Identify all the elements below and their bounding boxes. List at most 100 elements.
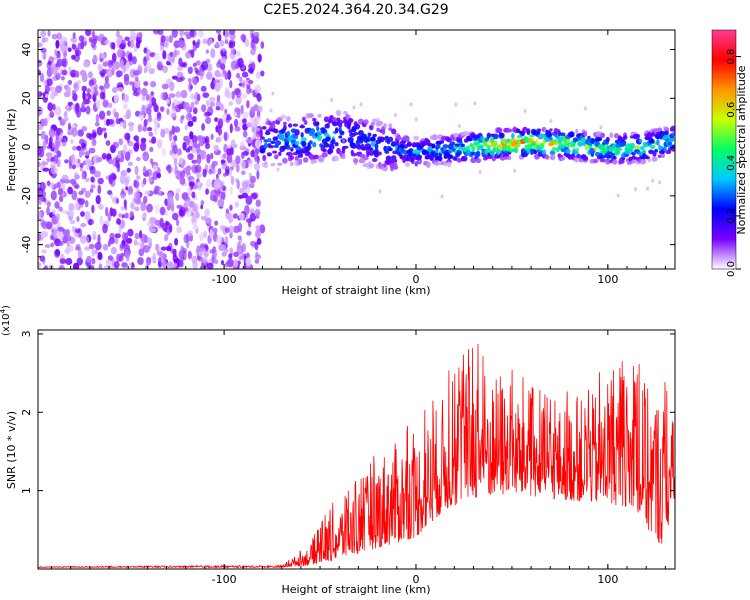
snr-panel: -100 0 100 1 2 3 (x104) Height of straight l… bbox=[0, 305, 676, 596]
snr-y-multiplier: (x104) bbox=[0, 305, 12, 336]
spectrogram-cell bbox=[270, 162, 276, 167]
spectrogram-cell bbox=[502, 138, 507, 145]
spectrogram-cell bbox=[577, 142, 584, 147]
spectrogram-cell bbox=[41, 249, 47, 254]
spectrogram-cell bbox=[373, 151, 380, 158]
spectrogram-cell bbox=[200, 200, 205, 206]
spectrogram-cell bbox=[303, 157, 309, 163]
spectrogram-cell bbox=[147, 127, 153, 132]
spectrogram-cell bbox=[162, 222, 167, 231]
spectrogram-cell bbox=[167, 195, 174, 206]
spectrogram-cell bbox=[235, 95, 242, 105]
spectrogram-cell bbox=[79, 162, 84, 168]
spectrogram-cell bbox=[620, 142, 627, 147]
spectrogram-cell bbox=[332, 121, 338, 127]
spectrogram-cell bbox=[113, 94, 120, 104]
spectrogram-cell bbox=[110, 246, 117, 255]
spectrogram-cell bbox=[204, 143, 211, 150]
snr-y-label: SNR (10 * v/v) bbox=[5, 411, 18, 489]
spectrogram-cell bbox=[250, 48, 256, 56]
spectrogram-cell bbox=[202, 168, 207, 178]
spectrogram-cell bbox=[84, 211, 91, 221]
spectrogram-cell bbox=[216, 136, 222, 143]
spectrogram-cell bbox=[177, 66, 184, 71]
spectrogram-cell bbox=[435, 140, 442, 146]
spectrogram-cell bbox=[38, 212, 43, 218]
spectrogram-cell bbox=[96, 156, 103, 163]
spectrogram-cell bbox=[125, 254, 130, 262]
spectrogram-cell bbox=[47, 102, 54, 112]
spectrogram-cell bbox=[372, 133, 377, 138]
spectrogram-cell bbox=[217, 127, 223, 136]
spectrogram-cell bbox=[251, 33, 255, 42]
spectrogram-cell bbox=[97, 37, 103, 42]
spectrogram-cell bbox=[217, 168, 222, 175]
spectrogram-cell bbox=[323, 142, 330, 148]
spectrogram-cell bbox=[274, 140, 282, 146]
spectrogram-cell bbox=[576, 153, 581, 159]
spectrogram-cell bbox=[55, 72, 61, 81]
spectrogram-cell bbox=[44, 264, 48, 269]
spectrogram-cell bbox=[265, 129, 270, 133]
spectrogram-cell bbox=[224, 248, 229, 253]
spectrogram-cell bbox=[229, 123, 233, 134]
spectrogram-cell bbox=[329, 149, 334, 153]
spectrogram-cell bbox=[176, 127, 180, 133]
spectrogram-cell bbox=[66, 242, 70, 247]
spectrogram-cell bbox=[269, 108, 273, 113]
spectrogram-cell bbox=[131, 33, 138, 38]
spectrogram-cell bbox=[343, 110, 348, 115]
spectrogram-cell bbox=[209, 101, 215, 108]
spectrogram-cell bbox=[254, 84, 261, 94]
spectrogram-cell bbox=[100, 72, 105, 78]
spectrogram-cell bbox=[58, 240, 64, 246]
spectrogram-cell bbox=[95, 99, 101, 110]
spectrogram-cell bbox=[169, 51, 174, 58]
spectrogram-cell bbox=[286, 144, 291, 150]
spectrogram-cell bbox=[46, 114, 51, 123]
spectrogram-y-tick-label: -40 bbox=[20, 236, 33, 254]
spectrogram-cell bbox=[146, 221, 151, 227]
spectrogram-cell bbox=[183, 234, 189, 244]
spectrogram-cell bbox=[612, 156, 617, 160]
spectrogram-cell bbox=[156, 112, 162, 122]
spectrogram-cell bbox=[109, 232, 115, 240]
spectrogram-cell bbox=[56, 150, 62, 158]
spectrogram-cell bbox=[311, 159, 318, 164]
spectrogram-cell bbox=[40, 218, 45, 228]
spectrogram-cell bbox=[112, 174, 117, 180]
spectrogram-cell bbox=[44, 244, 51, 248]
spectrogram-cell bbox=[92, 230, 97, 240]
spectrogram-cell bbox=[53, 229, 60, 238]
spectrogram-cell bbox=[195, 60, 201, 66]
spectrogram-cell bbox=[436, 144, 441, 149]
spectrogram-cell bbox=[157, 64, 164, 71]
spectrogram-cell bbox=[513, 168, 517, 173]
spectrogram-cell bbox=[228, 41, 236, 49]
spectrogram-cell bbox=[162, 65, 169, 74]
spectrogram-cell bbox=[117, 87, 124, 92]
spectrogram-cell bbox=[201, 123, 206, 131]
spectrogram-cell bbox=[642, 159, 646, 164]
spectrogram-cell bbox=[247, 67, 254, 74]
spectrogram-cell bbox=[148, 131, 153, 137]
spectrogram-cell bbox=[663, 133, 670, 140]
spectrogram-cell bbox=[38, 124, 44, 130]
spectrogram-cell bbox=[92, 95, 96, 101]
spectrogram-cell bbox=[202, 257, 208, 264]
spectrogram-cell bbox=[639, 139, 643, 143]
spectrogram-cell bbox=[370, 136, 376, 141]
spectrogram-cell bbox=[574, 147, 580, 152]
spectrogram-cell bbox=[46, 180, 51, 187]
spectrogram-cell bbox=[224, 108, 228, 115]
spectrogram-cell bbox=[143, 244, 150, 253]
spectrogram-cell bbox=[226, 148, 232, 156]
spectrogram-cell bbox=[54, 106, 62, 116]
spectrogram-cell bbox=[361, 133, 367, 138]
spectrogram-cell bbox=[70, 37, 78, 43]
spectrogram-cell bbox=[255, 130, 262, 138]
spectrogram-cell bbox=[118, 151, 122, 159]
snr-y-tick-label: 3 bbox=[20, 330, 33, 337]
spectrogram-cell bbox=[235, 88, 242, 99]
spectrogram-cell bbox=[84, 200, 89, 208]
